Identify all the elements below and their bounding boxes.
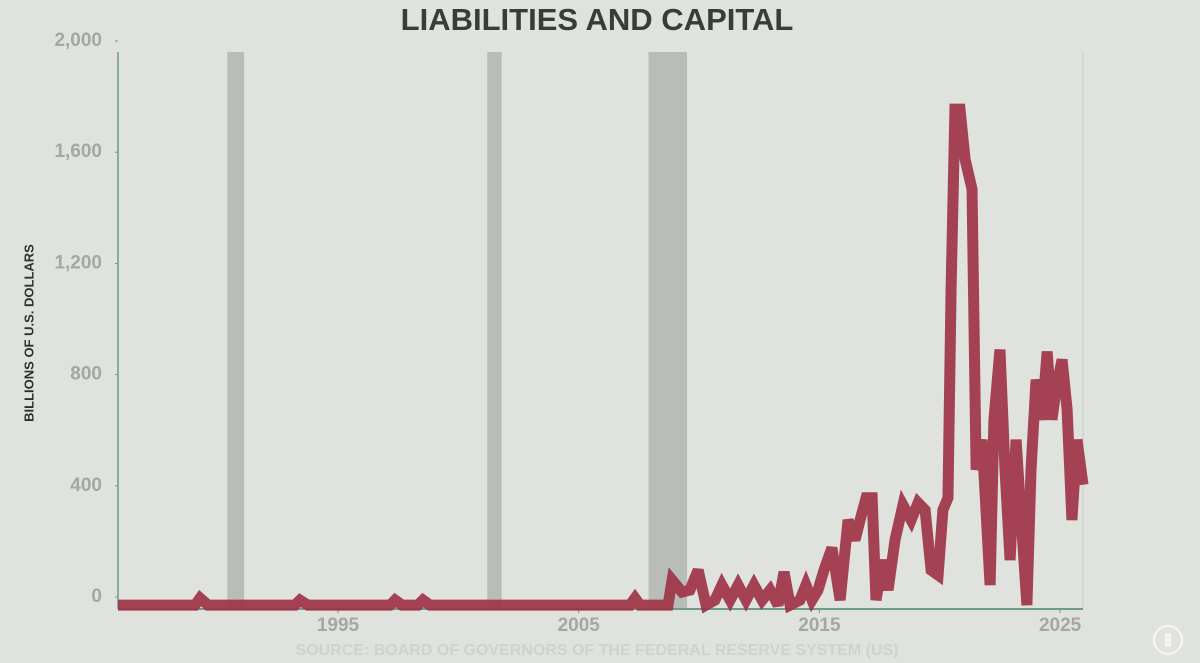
- shaded-range: [227, 52, 245, 609]
- source-note: SOURCE: BOARD OF GOVERNORS OF THE FEDERA…: [295, 642, 898, 659]
- y-tick-label: 2,000: [54, 30, 102, 51]
- y-tick-label: 1,200: [54, 252, 102, 273]
- x-tick-label: 2015: [798, 615, 841, 636]
- shaded-range: [648, 52, 688, 609]
- logo: [1152, 624, 1184, 656]
- data-line: [118, 103, 1089, 614]
- y-axis-label: BILLIONS OF U.S. DOLLARS: [21, 244, 36, 422]
- chart-title: LIABILITIES AND CAPITAL: [401, 2, 794, 37]
- y-tick-label: 0: [91, 586, 102, 607]
- logo-ring: [1152, 624, 1184, 656]
- plot-area: 2,000 1,600 1,200 800 400 0 1995 2005 2015 2025: [54, 30, 1089, 636]
- y-tick-label: 800: [70, 364, 102, 385]
- logo-bar: [1165, 633, 1171, 647]
- y-tick-label: 1,600: [54, 141, 102, 162]
- shaded-range: [487, 52, 502, 609]
- x-tick-label: 2005: [558, 615, 601, 636]
- x-tick-label: 1995: [317, 615, 360, 636]
- x-tick-label: 2025: [1039, 615, 1082, 636]
- y-tick-label: 400: [70, 475, 102, 496]
